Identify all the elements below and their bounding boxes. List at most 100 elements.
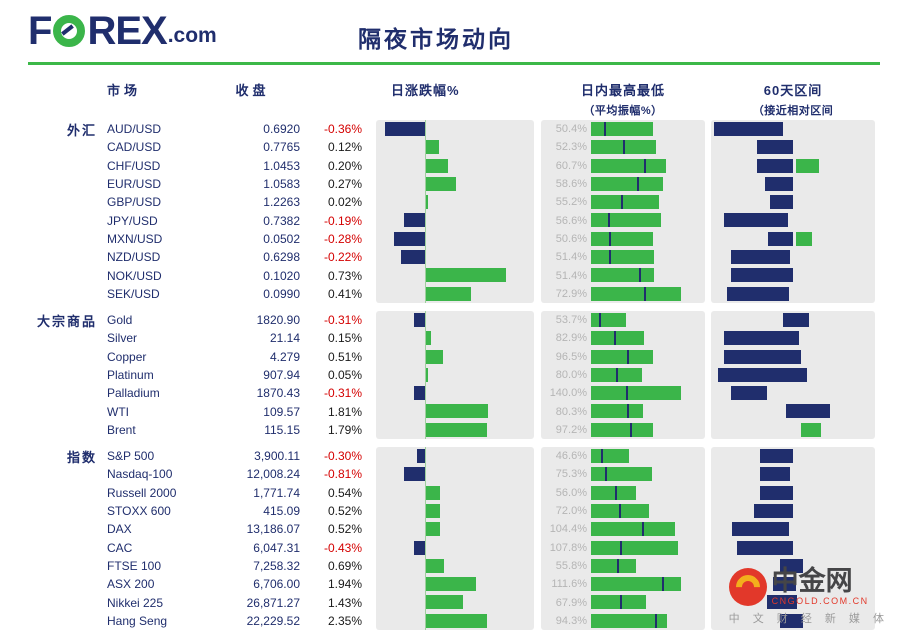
amplitude-label: 46.6%: [555, 450, 587, 463]
amplitude-label: 107.8%: [549, 541, 587, 554]
amplitude-label: 50.6%: [555, 232, 587, 245]
section-label: [28, 557, 105, 575]
daily-change-bar: [414, 540, 425, 555]
column-gap: [362, 311, 376, 329]
daily-change-value: 0.12%: [327, 140, 362, 155]
intraday-range-cell: 94.3%: [541, 611, 705, 631]
zero-axis-line: [425, 365, 426, 385]
daily-change-value: 0.20%: [327, 158, 362, 173]
section-label: [28, 329, 105, 347]
column-gap: [362, 120, 376, 138]
zero-axis-line: [425, 156, 426, 175]
daily-change-bar: [426, 176, 456, 191]
close-value: 0.0990: [263, 286, 300, 301]
range-bar: [768, 231, 793, 246]
amplitude-label: 80.0%: [555, 369, 587, 381]
daily-change-chart-cell: [376, 174, 534, 194]
daily-change-chart-cell: [376, 420, 534, 440]
close-position-tick: [605, 467, 607, 482]
instrument-name: NOK/USD: [107, 268, 162, 283]
column-gap: [362, 539, 376, 557]
daily-change-chart-cell: [376, 384, 534, 403]
amplitude-bar: [591, 613, 667, 628]
instrument-name: CHF/USD: [107, 158, 161, 173]
table-row: Palladium 1870.43 -0.31% 140.0%: [28, 384, 875, 403]
column-gap: [362, 193, 376, 211]
close-value: 3,900.11: [254, 449, 300, 464]
range-bar: [783, 312, 809, 327]
range-bar: [727, 286, 789, 301]
close-position-tick: [642, 522, 644, 537]
section-label: [28, 193, 105, 211]
range-bar-green: [801, 422, 821, 437]
amplitude-label: 56.6%: [555, 214, 587, 227]
daily-change-chart-cell: [376, 310, 534, 330]
range-bar: [773, 577, 796, 592]
close-value: 13,186.07: [246, 522, 300, 537]
daily-change-chart-cell: [376, 402, 534, 421]
close-value: 1.0583: [263, 177, 300, 192]
close-position-tick: [662, 577, 664, 592]
section-label: [28, 593, 105, 611]
instrument-name: Russell 2000: [107, 485, 177, 500]
daily-change-chart-cell: [376, 593, 534, 612]
amplitude-label: 72.0%: [555, 505, 587, 518]
close-value: 26,871.27: [246, 595, 300, 610]
amplitude-label: 72.9%: [555, 287, 587, 300]
column-gap: [534, 329, 541, 347]
range-bar: [724, 349, 801, 364]
section-label: [28, 348, 105, 366]
intraday-range-cell: 55.8%: [541, 556, 705, 576]
amplitude-label: 55.8%: [555, 559, 587, 572]
table-row: CAC 6,047.31 -0.43% 107.8%: [28, 538, 875, 557]
section-label: [28, 421, 105, 439]
column-gap: [534, 502, 541, 520]
amplitude-bar: [591, 558, 636, 573]
column-gap: [362, 384, 376, 402]
column-gap: [534, 366, 541, 384]
column-gap: [534, 211, 541, 229]
table-row: SEK/USD 0.0990 0.41% 72.9%: [28, 284, 875, 303]
close-value: 1820.90: [256, 313, 300, 328]
amplitude-label: 75.3%: [555, 468, 587, 481]
table-row: FTSE 100 7,258.32 0.69% 55.8%: [28, 556, 875, 576]
column-gap: [534, 593, 541, 611]
daily-change-bar: [426, 595, 463, 610]
close-value: 109.57: [263, 404, 300, 419]
range-bar: [757, 140, 793, 155]
daily-change-bar: [426, 286, 471, 301]
column-gap: [362, 366, 376, 384]
amplitude-bar: [591, 595, 646, 610]
zero-axis-line: [425, 402, 426, 421]
sixty-day-range-cell: [711, 483, 875, 502]
column-gap: [362, 329, 376, 347]
amplitude-bar: [591, 268, 654, 283]
table-row: 指数 S&P 500 3,900.11 -0.30% 46.6%: [28, 447, 875, 466]
sixty-day-range-cell: [711, 384, 875, 403]
daily-change-value: -0.81%: [323, 467, 362, 482]
daily-change-bar: [426, 558, 444, 573]
table-row: STOXX 600 415.09 0.52% 72.0%: [28, 501, 875, 521]
range-bar-green: [796, 231, 812, 246]
instrument-name: FTSE 100: [107, 558, 162, 573]
col-header-market: 市场: [107, 83, 142, 98]
column-gap: [362, 520, 376, 538]
amplitude-bar: [591, 577, 681, 592]
table-row: Brent 115.15 1.79% 97.2%: [28, 420, 875, 440]
column-gap: [362, 348, 376, 366]
table-row: Silver 21.14 0.15% 82.9%: [28, 329, 875, 348]
zero-axis-line: [425, 310, 426, 330]
daily-change-chart-cell: [376, 611, 534, 631]
intraday-range-cell: 107.8%: [541, 538, 705, 557]
section-label: 指数: [66, 449, 97, 465]
section-label: [28, 366, 105, 384]
col-header-close-cell: 收盘: [205, 80, 300, 99]
daily-change-chart-cell: [376, 347, 534, 366]
close-position-tick: [630, 422, 632, 437]
market-table: 外汇 AUD/USD 0.6920 -0.36% 50.4% CAD/USD 0.7765 0…: [28, 120, 875, 631]
sixty-day-range-cell: [711, 501, 875, 521]
zero-axis-line: [425, 284, 426, 303]
column-gap: [362, 421, 376, 439]
daily-change-value: 0.27%: [327, 177, 362, 192]
